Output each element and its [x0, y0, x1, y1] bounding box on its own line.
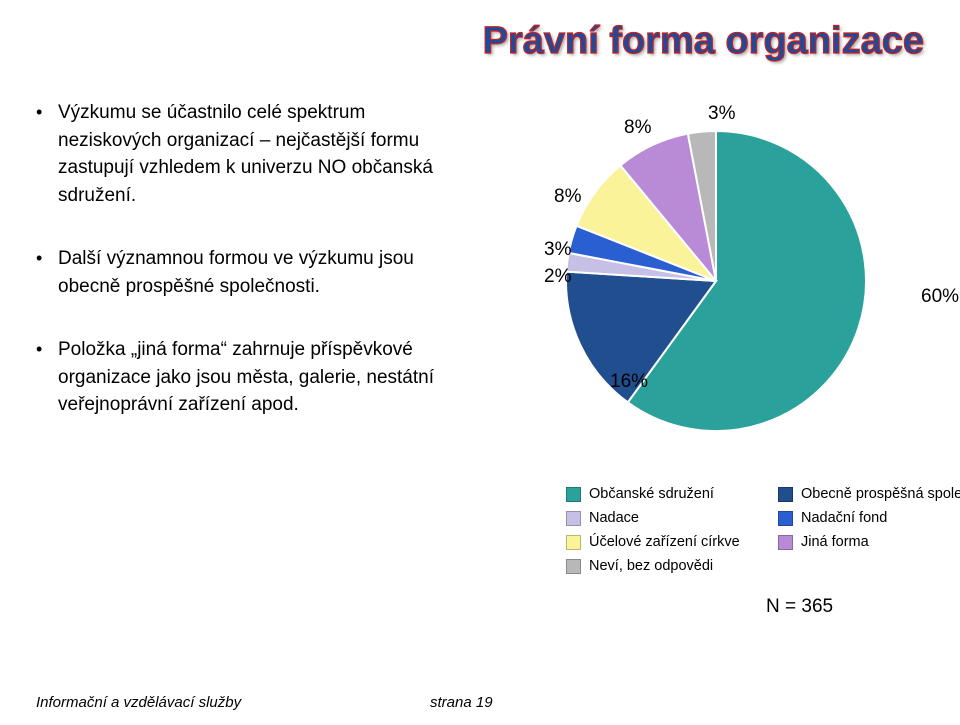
- footer-right: strana 19: [430, 694, 493, 711]
- slice-label: 3%: [544, 239, 571, 261]
- pie-svg: [526, 91, 906, 471]
- content-row: Výzkumu se účastnilo celé spektrum nezis…: [36, 91, 924, 551]
- legend-swatch: [566, 559, 581, 574]
- legend-text: Jiná forma: [801, 534, 869, 550]
- legend-text: Nadační fond: [801, 510, 887, 526]
- slide-page: Právní forma organizace Výzkumu se účast…: [0, 0, 960, 725]
- slice-label: 60%: [921, 286, 959, 308]
- legend-item: Obecně prospěšná společnost: [778, 486, 960, 502]
- legend-swatch: [778, 535, 793, 550]
- legend: Občanské sdružení Obecně prospěšná spole…: [566, 486, 960, 574]
- legend-text: Občanské sdružení: [589, 486, 714, 502]
- bullet-item: Výzkumu se účastnilo celé spektrum nezis…: [36, 99, 466, 209]
- slice-label: 3%: [708, 103, 735, 125]
- legend-swatch: [778, 511, 793, 526]
- legend-text: Obecně prospěšná společnost: [801, 486, 960, 502]
- slice-label: 8%: [554, 186, 581, 208]
- legend-item: Nadace: [566, 510, 766, 526]
- page-title: Právní forma organizace: [36, 20, 924, 63]
- slice-label: 8%: [624, 117, 651, 139]
- legend-swatch: [566, 535, 581, 550]
- legend-swatch: [778, 487, 793, 502]
- pie-chart: 60% 16% 2% 3% 8% 8% 3%: [526, 91, 906, 471]
- slice-label: 16%: [610, 371, 648, 393]
- legend-item: Jiná forma: [778, 534, 960, 550]
- legend-text: Účelové zařízení církve: [589, 534, 740, 550]
- bullet-item: Položka „jiná forma“ zahrnuje příspěvkov…: [36, 336, 466, 419]
- chart-column: 60% 16% 2% 3% 8% 8% 3% Občanské sdružení…: [466, 91, 924, 551]
- legend-text: Nadace: [589, 510, 639, 526]
- bullet-column: Výzkumu se účastnilo celé spektrum nezis…: [36, 91, 466, 551]
- slice-label: 2%: [544, 266, 571, 288]
- legend-item: Občanské sdružení: [566, 486, 766, 502]
- n-label: N = 365: [766, 596, 833, 618]
- footer-left: Informační a vzdělávací služby: [36, 694, 241, 711]
- legend-item: Nadační fond: [778, 510, 960, 526]
- legend-swatch: [566, 487, 581, 502]
- bullet-item: Další významnou formou ve výzkumu jsou o…: [36, 245, 466, 300]
- legend-text: Neví, bez odpovědi: [589, 558, 713, 574]
- legend-item: Neví, bez odpovědi: [566, 558, 766, 574]
- legend-swatch: [566, 511, 581, 526]
- legend-item: Účelové zařízení církve: [566, 534, 766, 550]
- bullet-list: Výzkumu se účastnilo celé spektrum nezis…: [36, 99, 466, 419]
